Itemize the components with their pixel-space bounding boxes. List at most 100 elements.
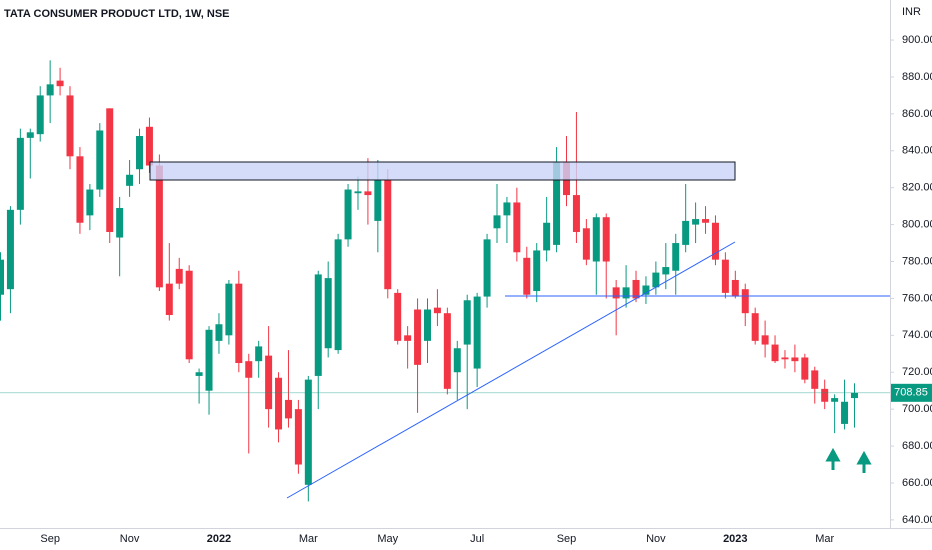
y-tick-label: 840.00: [902, 145, 932, 157]
y-tick-label: 640.00: [902, 514, 932, 526]
x-tick-label: Nov: [120, 533, 140, 545]
candle-body: [76, 156, 84, 223]
candle-body: [781, 357, 789, 360]
x-tick-label: 2022: [207, 533, 231, 545]
candle-body: [215, 324, 223, 341]
candle-body: [751, 313, 759, 341]
candle-body: [592, 217, 600, 262]
candle-body: [284, 399, 292, 419]
candle-body: [36, 95, 44, 135]
candle-body: [334, 239, 342, 351]
candle-body: [0, 259, 4, 295]
candle-body: [255, 346, 263, 362]
candle-body: [692, 219, 700, 225]
candles: [0, 60, 858, 502]
candle-body: [324, 278, 332, 349]
candle-body: [721, 259, 729, 293]
up-arrow: [825, 447, 841, 470]
y-tick-label: 860.00: [902, 108, 932, 120]
x-tick-label: Mar: [815, 533, 834, 545]
candle-body: [404, 335, 412, 341]
candle-body: [602, 217, 610, 262]
candle-body: [553, 161, 561, 245]
candle-body: [275, 377, 283, 430]
candle-body: [483, 239, 491, 297]
candle-body: [205, 329, 213, 391]
x-tick-label: Nov: [646, 533, 666, 545]
candle-body: [294, 409, 302, 465]
y-tick-label: 680.00: [902, 440, 932, 452]
y-tick-label: 760.00: [902, 292, 932, 304]
candle-body: [265, 355, 273, 410]
candle-body: [56, 80, 64, 87]
candle-body: [821, 388, 829, 402]
candle-body: [801, 357, 809, 380]
trend-line: [286, 241, 736, 499]
candle-body: [612, 287, 620, 299]
candle-body: [185, 270, 193, 360]
candle-body: [66, 95, 74, 157]
candle-body: [741, 289, 749, 314]
candle-body: [453, 348, 461, 373]
y-tick-label: 900.00: [902, 34, 932, 46]
chart-title: TATA CONSUMER PRODUCT LTD, 1W, NSE: [4, 8, 230, 20]
drawings: [149, 161, 890, 499]
candle-body: [126, 174, 134, 186]
candle-body: [503, 202, 511, 216]
candle-body: [841, 401, 849, 424]
candle-body: [106, 108, 114, 232]
candle-body: [672, 243, 680, 271]
y-tick-label: 660.00: [902, 477, 932, 489]
candle-body: [711, 222, 719, 260]
candle-body: [523, 257, 531, 295]
candle-body: [791, 357, 799, 362]
candle-body: [662, 267, 670, 275]
x-tick-label: Jul: [470, 533, 484, 545]
candle-body: [314, 274, 322, 376]
y-tick-label: 780.00: [902, 255, 932, 267]
up-arrow: [856, 450, 872, 473]
candle-body: [831, 398, 839, 402]
candle-body: [235, 283, 243, 364]
candle-body: [46, 84, 54, 96]
candle-body: [155, 165, 163, 288]
candle-body: [354, 191, 362, 194]
candle-body: [86, 189, 94, 216]
resistance-zone: [149, 161, 736, 181]
candle-body: [374, 180, 382, 221]
x-tick-label: 2023: [723, 533, 747, 545]
y-tick-label: 700.00: [902, 403, 932, 415]
x-tick-label: Mar: [299, 533, 318, 545]
candle-body: [364, 191, 372, 196]
candle-body: [136, 136, 144, 170]
candle-body: [682, 220, 690, 245]
y-tick-label: 880.00: [902, 71, 932, 83]
candle-body: [384, 180, 392, 290]
candle-body: [344, 189, 352, 240]
candle-body: [761, 335, 769, 345]
candle-body: [6, 209, 14, 290]
y-tick-label: 820.00: [902, 182, 932, 194]
candle-body: [493, 215, 501, 229]
candle-body: [533, 250, 541, 292]
candle-body: [145, 126, 153, 166]
y-tick-label: 740.00: [902, 329, 932, 341]
y-tick-label: 720.00: [902, 366, 932, 378]
candle-body: [116, 207, 124, 238]
candle-body: [731, 279, 739, 297]
candle-body: [622, 287, 630, 299]
x-tick-label: Sep: [557, 533, 577, 545]
candle-body: [165, 283, 173, 316]
candle-body: [175, 268, 183, 284]
candle-body: [16, 137, 24, 210]
candle-body: [96, 130, 104, 190]
candle-body: [652, 272, 660, 288]
candle-body: [414, 309, 422, 365]
candle-body: [473, 296, 481, 369]
candle-body: [572, 195, 580, 232]
candle-body: [642, 285, 650, 295]
candle-body: [443, 313, 451, 389]
candle-body: [245, 361, 253, 378]
